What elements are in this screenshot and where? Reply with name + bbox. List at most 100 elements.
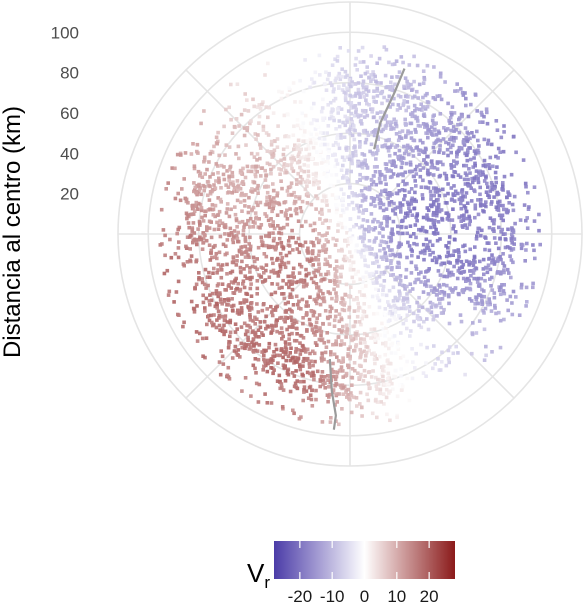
- radar-bin: [335, 264, 339, 269]
- radar-bin: [286, 274, 290, 279]
- radar-bin: [394, 275, 399, 280]
- radar-bin: [473, 163, 477, 168]
- radar-bin: [326, 360, 331, 364]
- radar-bin: [378, 243, 383, 247]
- radar-bin: [460, 289, 464, 293]
- radar-bin: [364, 281, 368, 286]
- radar-bin: [276, 124, 280, 128]
- radar-bin: [258, 226, 262, 230]
- radar-bin: [398, 130, 402, 135]
- radar-bin: [246, 218, 250, 223]
- radar-bin: [527, 205, 531, 209]
- radar-bin: [233, 278, 237, 282]
- radar-bin: [364, 284, 368, 288]
- radar-bin: [291, 235, 295, 240]
- radar-bin: [474, 266, 479, 271]
- radar-bin: [441, 282, 446, 287]
- radar-bin: [462, 213, 466, 217]
- radar-bin: [295, 332, 299, 336]
- radar-bin: [463, 249, 468, 254]
- radar-bin: [201, 240, 206, 245]
- radar-bin: [327, 385, 331, 389]
- radar-bin: [286, 300, 290, 305]
- radar-bin: [215, 302, 219, 306]
- radar-bin: [423, 146, 428, 151]
- radar-bin: [266, 325, 270, 329]
- radar-bin: [457, 292, 461, 297]
- radar-bin: [304, 154, 309, 159]
- radar-bin: [413, 223, 418, 227]
- radar-bin: [406, 105, 411, 110]
- radar-bin: [191, 238, 196, 243]
- radar-bin: [216, 262, 221, 267]
- radar-bin: [289, 274, 294, 279]
- radar-bin: [413, 190, 417, 195]
- radar-bin: [207, 198, 212, 202]
- radar-bin: [407, 83, 411, 87]
- radar-bin: [457, 130, 462, 135]
- radar-bin: [219, 186, 223, 190]
- radar-bin: [273, 308, 278, 312]
- radar-bin: [388, 159, 392, 164]
- radar-bin: [387, 94, 392, 99]
- radar-bin: [509, 275, 513, 280]
- radar-bin: [434, 133, 439, 137]
- radar-bin: [358, 347, 362, 352]
- radar-bin: [189, 152, 194, 156]
- radar-bin: [431, 186, 436, 190]
- radar-bin: [417, 152, 421, 156]
- radar-bin: [266, 184, 271, 189]
- radar-bin: [293, 381, 298, 386]
- radar-bin: [263, 234, 268, 238]
- radar-bin: [364, 245, 369, 249]
- radar-bin: [350, 383, 354, 387]
- radar-bin: [390, 227, 394, 231]
- radar-bin: [440, 360, 444, 364]
- radar-bin: [402, 197, 406, 202]
- radar-bin: [393, 145, 398, 149]
- radar-bin: [421, 140, 425, 145]
- radar-bin: [328, 374, 332, 379]
- radar-bin: [502, 268, 506, 272]
- radar-bin: [349, 254, 354, 259]
- radar-bin: [455, 152, 459, 156]
- radar-bin: [371, 219, 375, 224]
- radar-bin: [314, 171, 318, 176]
- radar-bin: [185, 216, 189, 221]
- radar-bin: [390, 143, 394, 147]
- radar-bin: [293, 200, 298, 204]
- radar-bin: [452, 184, 456, 188]
- radar-bin: [391, 387, 395, 391]
- radar-bin: [222, 332, 226, 337]
- radar-bin: [242, 267, 246, 271]
- radar-bin: [288, 184, 293, 189]
- radar-bin: [505, 245, 510, 249]
- radar-bin: [426, 135, 430, 140]
- radar-bin: [407, 398, 412, 403]
- radar-bin: [267, 202, 272, 206]
- radar-bin: [490, 182, 494, 187]
- radar-bin: [408, 145, 412, 149]
- radar-bin: [326, 124, 331, 128]
- radar-bin: [348, 268, 353, 272]
- radar-bin: [326, 156, 330, 160]
- radar-bin: [239, 249, 243, 254]
- radar-bin: [310, 77, 314, 81]
- radar-bin: [312, 373, 316, 378]
- radar-bin: [354, 332, 359, 336]
- radar-bin: [447, 293, 451, 298]
- radar-bin: [243, 332, 248, 337]
- radar-bin: [303, 240, 308, 245]
- radar-bin: [371, 228, 376, 232]
- radar-bin: [247, 342, 251, 347]
- radar-bin: [237, 220, 242, 225]
- radar-bin: [384, 207, 389, 211]
- radar-bin: [248, 286, 253, 291]
- radar-bin: [279, 382, 284, 386]
- radar-bin: [341, 163, 345, 168]
- radar-bin: [500, 182, 505, 187]
- radar-bin: [296, 147, 300, 151]
- radar-bin: [340, 155, 345, 160]
- radar-bin: [220, 314, 224, 319]
